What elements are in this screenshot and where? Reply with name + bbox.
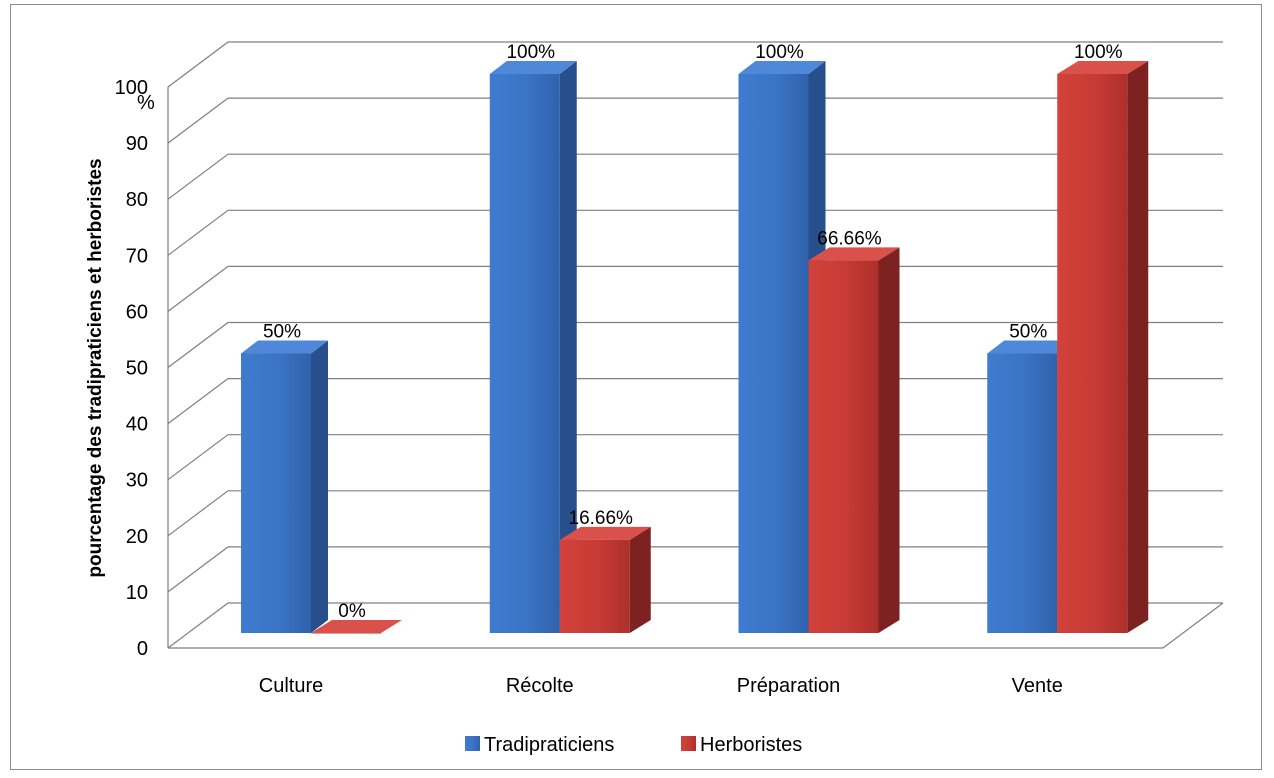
data-label: 100% [755,42,804,63]
y-tick-label: 40 [126,414,148,436]
y-tick-label: 10 [126,582,148,604]
y-tick-label: 60 [126,301,148,323]
bar-side [878,247,900,633]
bar [738,74,809,633]
legend-swatch [465,736,480,751]
data-label: 100% [506,42,555,63]
bar [1057,74,1128,633]
y-axis-unit: % [137,92,155,114]
data-label: 50% [263,322,301,343]
y-tick-label: 20 [126,526,148,548]
bar [808,260,879,633]
bar-top [738,61,826,74]
y-tick-label: 70 [126,245,148,267]
data-label: 50% [1009,322,1047,343]
chart-walls: 0 10 20 30 40 50 60 70 80 90 100 [115,41,1224,660]
gridline-depth [167,322,229,368]
gridline-depth [167,209,229,256]
bar [311,633,381,634]
bar-side [1127,61,1149,633]
gridline-depth [167,378,229,425]
bar-side [629,526,651,633]
data-label: 16.66% [569,508,634,529]
bar [489,74,560,633]
bar-top [489,61,577,74]
floor-edge [1162,602,1224,649]
chart-bars [241,61,1149,634]
data-label: 66.66% [817,228,882,249]
gridline-depth [167,97,229,144]
y-tick-label: 80 [126,189,148,211]
gridline-depth [167,41,229,88]
gridline-depth [167,434,229,481]
bar [559,539,630,633]
y-tick-label: 30 [126,470,148,492]
gridline-depth [167,153,229,200]
bar-top [559,526,651,540]
x-tick-label: Culture [259,675,323,697]
gridline-depth [167,490,229,537]
data-label: 0% [338,601,366,622]
bar [987,353,1058,633]
legend-swatch [681,736,696,751]
x-tick-label: Récolte [506,675,574,697]
bar-top [1057,61,1149,74]
bar-side [559,61,577,633]
y-tick-label: 0 [137,638,148,660]
gridline-depth [167,265,229,312]
legend: Tradipraticiens Herboristes [465,734,802,756]
y-tick-label: 90 [126,133,148,155]
y-axis-label: pourcentage des tradipraticiens et herbo… [85,158,106,577]
bar-side [311,340,328,633]
bar-top [808,247,900,261]
data-label: 100% [1074,42,1123,63]
gridline-depth [167,602,229,649]
y-tick-label: 50 [126,358,148,380]
gridline-depth [167,546,229,593]
x-tick-label: Vente [1012,675,1063,697]
y-tick-label: 100 [115,77,148,99]
bar-top [311,620,402,633]
legend-label: Tradipraticiens [484,734,614,756]
bar-top [241,340,328,354]
bar-top [987,340,1075,354]
x-tick-label: Préparation [737,675,840,697]
bar [241,353,311,633]
chart-labels: 50% 0% Culture 100% 16.66% Récolte 100% 66.66% P… [259,42,1123,697]
legend-label: Herboristes [700,734,802,756]
